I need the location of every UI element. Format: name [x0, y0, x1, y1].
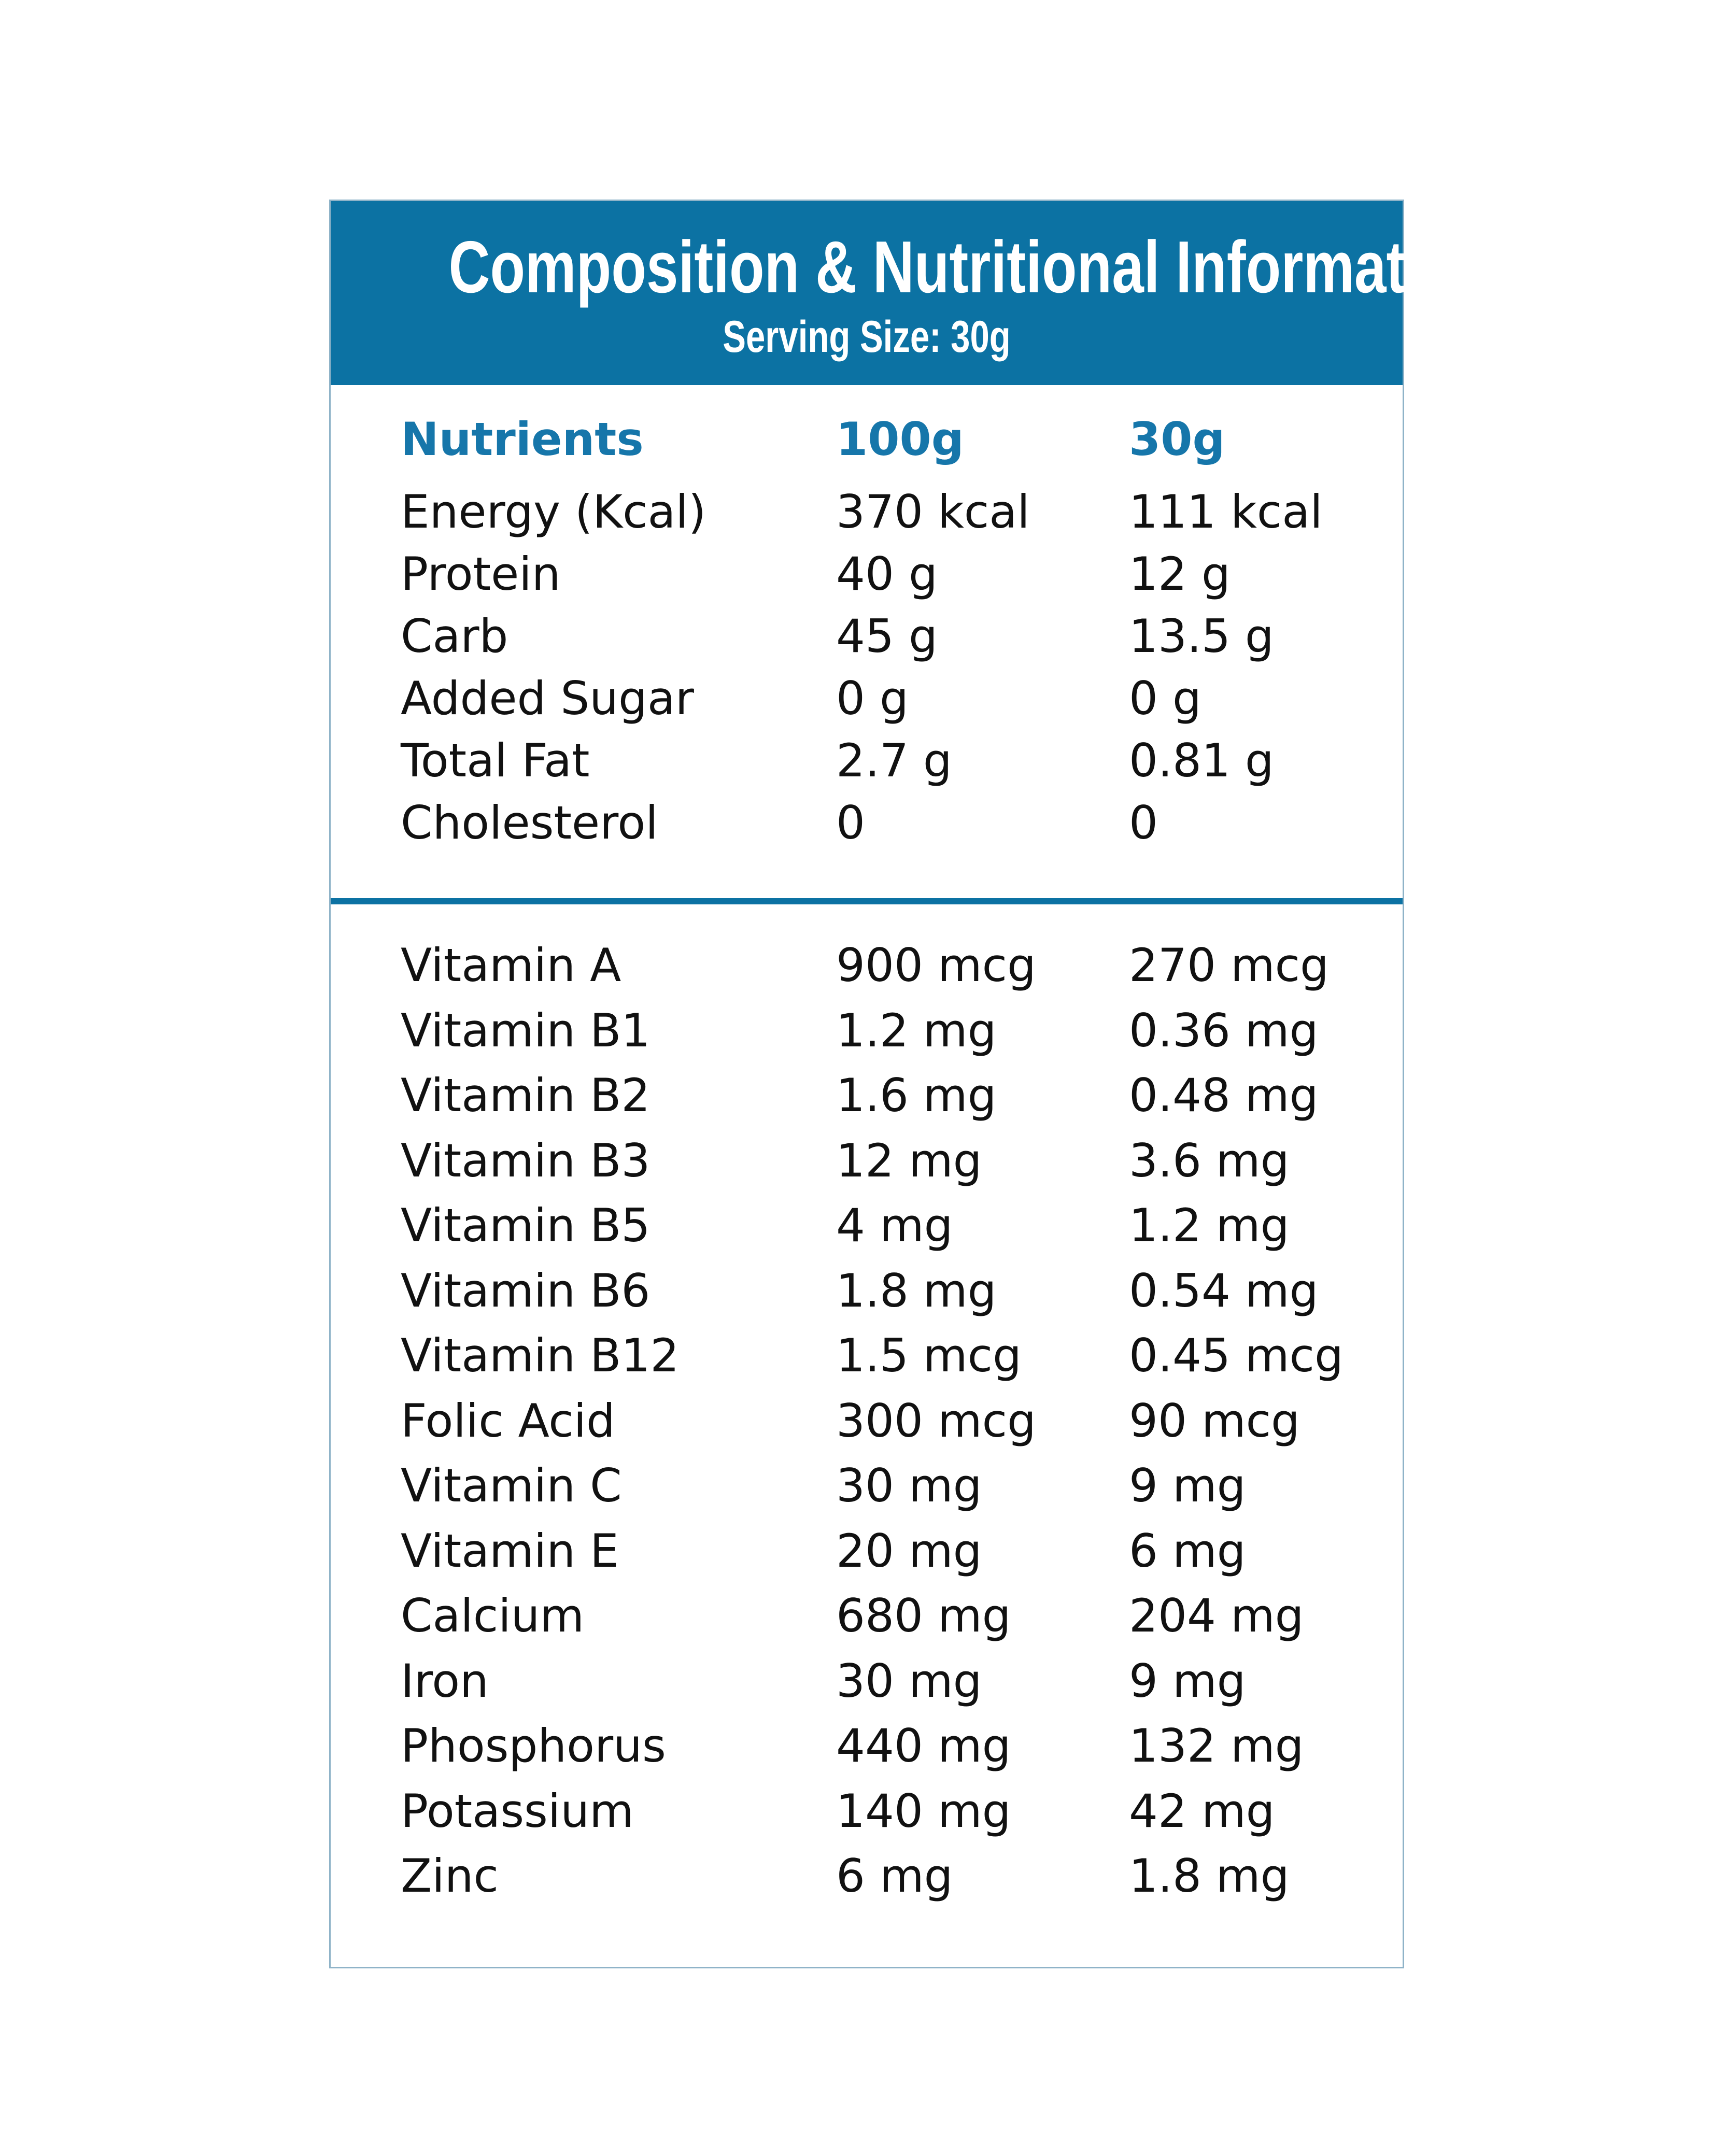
value-30g: 9 mg — [1129, 1459, 1246, 1512]
table-row: Cholesterol 0 0 — [401, 795, 1385, 852]
value-30g: 111 kcal — [1129, 485, 1323, 538]
value-30g: 42 mg — [1129, 1784, 1275, 1838]
value-100g: 440 mg — [836, 1719, 1011, 1772]
value-100g: 680 mg — [836, 1589, 1011, 1642]
value-100g: 370 kcal — [836, 485, 1030, 538]
value-100g: 140 mg — [836, 1784, 1011, 1838]
nutrient-name: Calcium — [401, 1589, 585, 1642]
value-100g: 4 mg — [836, 1199, 953, 1252]
value-30g: 0.45 mcg — [1129, 1329, 1344, 1382]
nutrient-name: Folic Acid — [401, 1394, 615, 1448]
value-30g: 0.36 mg — [1129, 1003, 1319, 1057]
value-30g: 0 — [1129, 796, 1158, 849]
value-100g: 20 mg — [836, 1524, 982, 1578]
value-100g: 1.6 mg — [836, 1069, 997, 1122]
nutrient-name: Vitamin A — [401, 939, 621, 992]
table-row: Vitamin B12 1.5 mcg 0.45 mcg — [401, 1327, 1385, 1384]
value-100g: 900 mcg — [836, 939, 1036, 992]
table-row: Folic Acid 300 mcg 90 mcg — [401, 1393, 1385, 1450]
nutrient-name: Zinc — [401, 1849, 499, 1903]
table-row: Vitamin B6 1.8 mg 0.54 mg — [401, 1263, 1385, 1320]
value-30g: 0.48 mg — [1129, 1069, 1319, 1122]
nutrient-name: Vitamin E — [401, 1524, 619, 1578]
table-row: Carb 45 g 13.5 g — [401, 608, 1385, 665]
table-row: Potassium 140 mg 42 mg — [401, 1783, 1385, 1840]
value-30g: 0.81 g — [1129, 734, 1274, 787]
nutrient-name: Vitamin B1 — [401, 1003, 651, 1057]
value-100g: 0 g — [836, 672, 909, 725]
value-100g: 0 — [836, 796, 865, 849]
value-30g: 3.6 mg — [1129, 1133, 1290, 1187]
table-row: Protein 40 g 12 g — [401, 546, 1385, 603]
table-row: Energy (Kcal) 370 kcal 111 kcal — [401, 484, 1385, 541]
nutrient-name: Vitamin B2 — [401, 1069, 651, 1122]
table-row: Added Sugar 0 g 0 g — [401, 670, 1385, 727]
nutrient-name: Vitamin B12 — [401, 1329, 680, 1382]
table-row: Calcium 680 mg 204 mg — [401, 1587, 1385, 1644]
nutrient-name: Energy (Kcal) — [401, 485, 706, 538]
value-30g: 270 mcg — [1129, 939, 1329, 992]
nutrient-name: Total Fat — [401, 734, 590, 787]
value-30g: 0 g — [1129, 672, 1201, 725]
nutrient-name: Cholesterol — [401, 796, 658, 849]
column-header-row: Nutrients 100g 30g — [401, 411, 1385, 468]
value-100g: 300 mcg — [836, 1394, 1036, 1448]
nutrient-name: Vitamin C — [401, 1459, 622, 1512]
nutrient-name: Carb — [401, 609, 508, 663]
panel-title: Composition & Nutritional Information — [448, 226, 1492, 308]
value-30g: 13.5 g — [1129, 609, 1274, 663]
table-row: Vitamin B2 1.6 mg 0.48 mg — [401, 1067, 1385, 1124]
nutrient-name: Vitamin B3 — [401, 1133, 651, 1187]
nutrient-name: Vitamin B6 — [401, 1264, 651, 1317]
value-100g: 2.7 g — [836, 734, 952, 787]
value-100g: 30 mg — [836, 1654, 982, 1708]
nutrient-name: Vitamin B5 — [401, 1199, 651, 1252]
value-100g: 1.5 mcg — [836, 1329, 1022, 1382]
table-row: Phosphorus 440 mg 132 mg — [401, 1718, 1385, 1775]
value-30g: 12 g — [1129, 547, 1231, 601]
value-100g: 1.2 mg — [836, 1003, 997, 1057]
nutrient-name: Iron — [401, 1654, 489, 1708]
nutrient-name: Phosphorus — [401, 1719, 666, 1772]
table-row: Total Fat 2.7 g 0.81 g — [401, 732, 1385, 789]
serving-size: Serving Size: 30g — [723, 312, 1011, 362]
value-30g: 1.8 mg — [1129, 1849, 1290, 1903]
value-30g: 0.54 mg — [1129, 1264, 1319, 1317]
value-30g: 132 mg — [1129, 1719, 1304, 1772]
column-header-nutrients: Nutrients — [401, 413, 644, 466]
value-30g: 9 mg — [1129, 1654, 1246, 1708]
value-100g: 1.8 mg — [836, 1264, 997, 1317]
table-row: Vitamin A 900 mcg 270 mcg — [401, 937, 1385, 994]
value-100g: 30 mg — [836, 1459, 982, 1512]
column-header-100g: 100g — [836, 413, 964, 466]
column-header-30g: 30g — [1129, 413, 1225, 466]
nutrient-name: Protein — [401, 547, 561, 601]
table-row: Vitamin B1 1.2 mg 0.36 mg — [401, 1002, 1385, 1059]
table-row: Vitamin B3 12 mg 3.6 mg — [401, 1132, 1385, 1189]
value-100g: 45 g — [836, 609, 938, 663]
table-row: Vitamin B5 4 mg 1.2 mg — [401, 1197, 1385, 1254]
value-30g: 1.2 mg — [1129, 1199, 1290, 1252]
value-30g: 204 mg — [1129, 1589, 1304, 1642]
value-30g: 90 mcg — [1129, 1394, 1300, 1448]
value-100g: 12 mg — [836, 1133, 982, 1187]
value-30g: 6 mg — [1129, 1524, 1246, 1578]
value-100g: 6 mg — [836, 1849, 953, 1903]
section-divider — [331, 898, 1403, 904]
value-100g: 40 g — [836, 547, 938, 601]
table-row: Iron 30 mg 9 mg — [401, 1653, 1385, 1710]
nutrient-name: Added Sugar — [401, 672, 694, 725]
table-row: Zinc 6 mg 1.8 mg — [401, 1848, 1385, 1905]
nutrition-panel: Composition & Nutritional Information Se… — [329, 200, 1492, 1968]
table-row: Vitamin C 30 mg 9 mg — [401, 1457, 1385, 1514]
nutrient-name: Potassium — [401, 1784, 634, 1838]
table-row: Vitamin E 20 mg 6 mg — [401, 1523, 1385, 1580]
panel-header: Composition & Nutritional Information Se… — [331, 201, 1492, 385]
